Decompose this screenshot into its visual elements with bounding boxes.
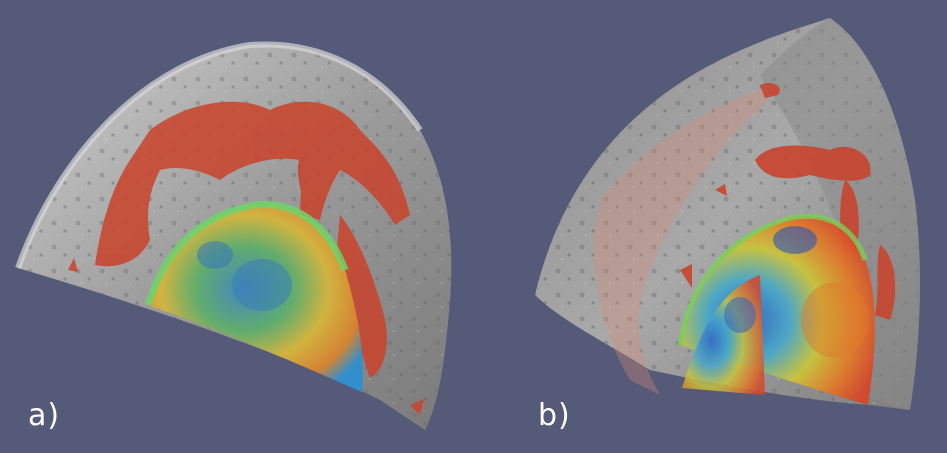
panel-b-label: b)	[538, 398, 571, 433]
panel-a-label: a)	[28, 398, 61, 433]
panel-b-render	[535, 18, 920, 410]
panel-a-plumes	[68, 101, 424, 415]
panel-a-render	[15, 41, 452, 430]
